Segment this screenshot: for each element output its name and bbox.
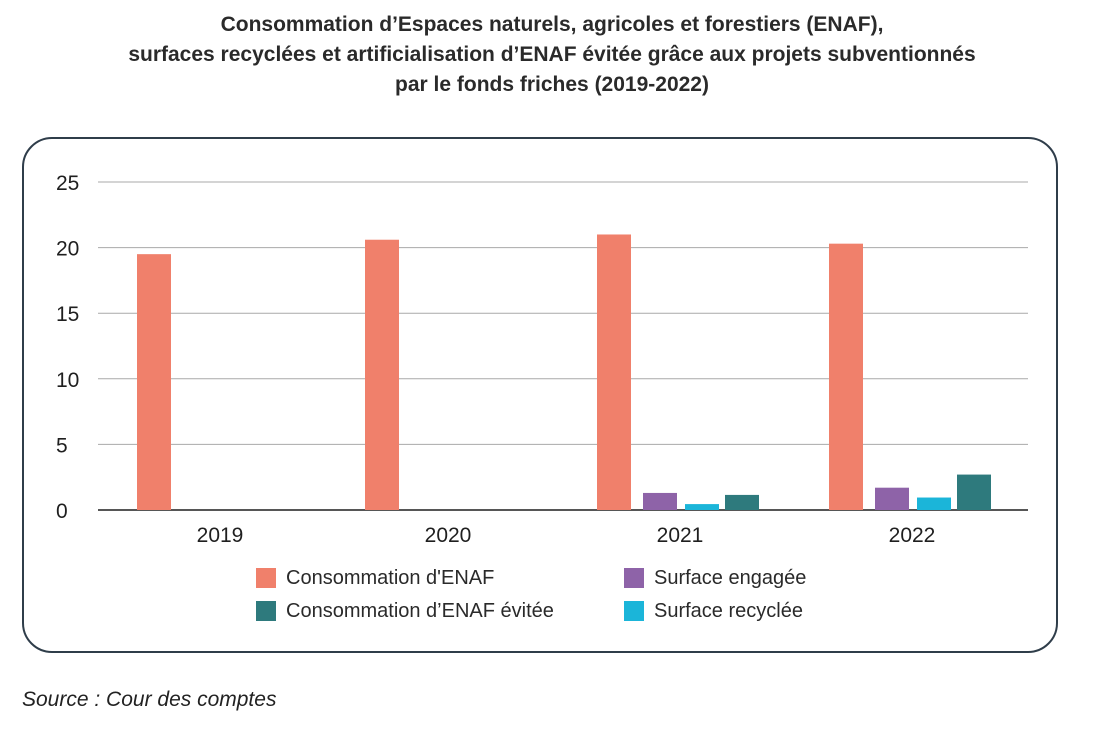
chart-legend: Consommation d'ENAF Surface engagée Cons… <box>256 565 896 629</box>
legend-label: Consommation d'ENAF <box>286 566 495 589</box>
bar-consommation-enaf-2019 <box>137 254 171 510</box>
y-tick-label: 25 <box>56 172 79 195</box>
chart-title: Consommation d’Espaces naturels, agricol… <box>0 10 1104 100</box>
bar-consommation-enaf-2020 <box>365 239 399 510</box>
y-tick-label: 20 <box>56 238 79 261</box>
bar-surface-recyclee-2022 <box>917 497 951 510</box>
x-tick-label: 2019 <box>197 524 244 547</box>
bar-surface-engagee-2021 <box>643 492 677 510</box>
chart-title-line-2: surfaces recyclées et artificialisation … <box>128 43 976 66</box>
bars <box>137 234 991 511</box>
legend-item-enaf-evitee: Consommation d’ENAF évitée <box>256 598 554 624</box>
bar-enaf-evitee-2021 <box>725 494 759 510</box>
x-tick-label: 2021 <box>657 524 704 547</box>
chart-title-line-1: Consommation d’Espaces naturels, agricol… <box>220 13 884 36</box>
legend-swatch <box>256 568 276 588</box>
source-note: Source : Cour des comptes <box>22 688 277 711</box>
bar-consommation-enaf-2021 <box>597 234 631 511</box>
legend-label: Surface recyclée <box>654 599 803 622</box>
legend-label: Surface engagée <box>654 566 807 589</box>
y-tick-label: 10 <box>56 369 79 392</box>
x-tick-label: 2020 <box>425 524 472 547</box>
y-tick-label: 5 <box>56 434 68 457</box>
bar-enaf-evitee-2022 <box>957 474 991 510</box>
bar-surface-engagee-2022 <box>875 487 909 510</box>
y-axis-ticks: 0 5 10 15 20 25 <box>56 172 79 523</box>
legend-item-surface-recyclee: Surface recyclée <box>624 598 803 624</box>
y-tick-label: 0 <box>56 500 68 523</box>
legend-item-surface-engagee: Surface engagée <box>624 565 806 591</box>
chart-title-line-3: par le fonds friches (2019-2022) <box>395 73 709 96</box>
chart-frame <box>22 137 1058 653</box>
y-tick-label: 15 <box>56 303 79 326</box>
legend-item-consommation-enaf: Consommation d'ENAF <box>256 565 494 591</box>
legend-swatch <box>624 568 644 588</box>
legend-label: Consommation d’ENAF évitée <box>286 599 554 622</box>
x-axis-ticks: 2019 2020 2021 2022 <box>197 524 936 547</box>
legend-swatch <box>624 601 644 621</box>
gridlines <box>98 181 1028 511</box>
bar-consommation-enaf-2022 <box>829 243 863 510</box>
x-tick-label: 2022 <box>889 524 936 547</box>
bar-surface-recyclee-2021 <box>685 504 719 510</box>
legend-swatch <box>256 601 276 621</box>
